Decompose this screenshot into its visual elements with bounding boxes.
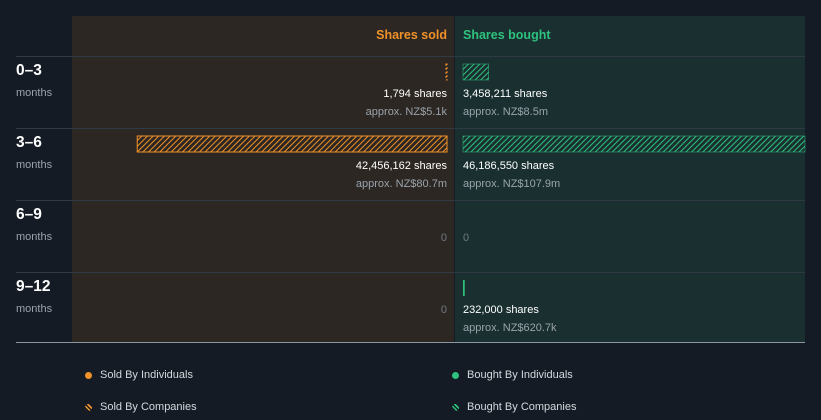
- legend-bought-companies: Bought By Companies: [467, 401, 577, 413]
- legend-sold-individuals: Sold By Individuals: [100, 369, 193, 381]
- legend-sold-companies: Sold By Companies: [100, 401, 197, 413]
- row-divider: [16, 56, 805, 57]
- period-label: 6–9: [16, 206, 42, 223]
- shares-bought-header: Shares bought: [463, 28, 551, 42]
- row-divider: [16, 200, 805, 201]
- period-label: 0–3: [16, 62, 42, 79]
- period-unit: months: [16, 303, 53, 315]
- bought-zero-label: 0: [463, 232, 470, 244]
- chart-baseline: [16, 342, 805, 343]
- bought-value-label: approx. NZ$8.5m: [463, 106, 548, 118]
- sold-shares-label: 1,794 shares: [383, 88, 447, 100]
- legend-bought-individuals: Bought By Individuals: [467, 369, 573, 381]
- sold-companies-legend-marker: [85, 404, 92, 411]
- sold-individuals-legend-marker: [85, 372, 92, 379]
- row-divider: [16, 272, 805, 273]
- bought-companies-legend-marker: [452, 404, 459, 411]
- period-unit: months: [16, 159, 53, 171]
- sold-zero-label: 0: [440, 304, 447, 316]
- bought-panel-background: [455, 16, 805, 342]
- bought-shares-label: 232,000 shares: [463, 304, 539, 316]
- shares-sold-header: Shares sold: [376, 28, 447, 42]
- sold-value-label: approx. NZ$5.1k: [365, 106, 447, 118]
- sold-zero-label: 0: [440, 232, 447, 244]
- period-label: 9–12: [16, 278, 51, 295]
- bought-shares-label: 3,458,211 shares: [463, 88, 548, 100]
- sold-panel-background: [72, 16, 454, 342]
- period-unit: months: [16, 231, 53, 243]
- period-label: 3–6: [16, 134, 42, 151]
- sold-shares-label: 42,456,162 shares: [355, 160, 447, 172]
- period-unit: months: [16, 87, 53, 99]
- bought-value-label: approx. NZ$107.9m: [463, 178, 561, 190]
- bought-individuals-legend-marker: [452, 372, 459, 379]
- row-divider: [16, 128, 805, 129]
- bought-shares-label: 46,186,550 shares: [463, 160, 555, 172]
- bought-value-label: approx. NZ$620.7k: [463, 322, 557, 334]
- sold-value-label: approx. NZ$80.7m: [355, 178, 447, 190]
